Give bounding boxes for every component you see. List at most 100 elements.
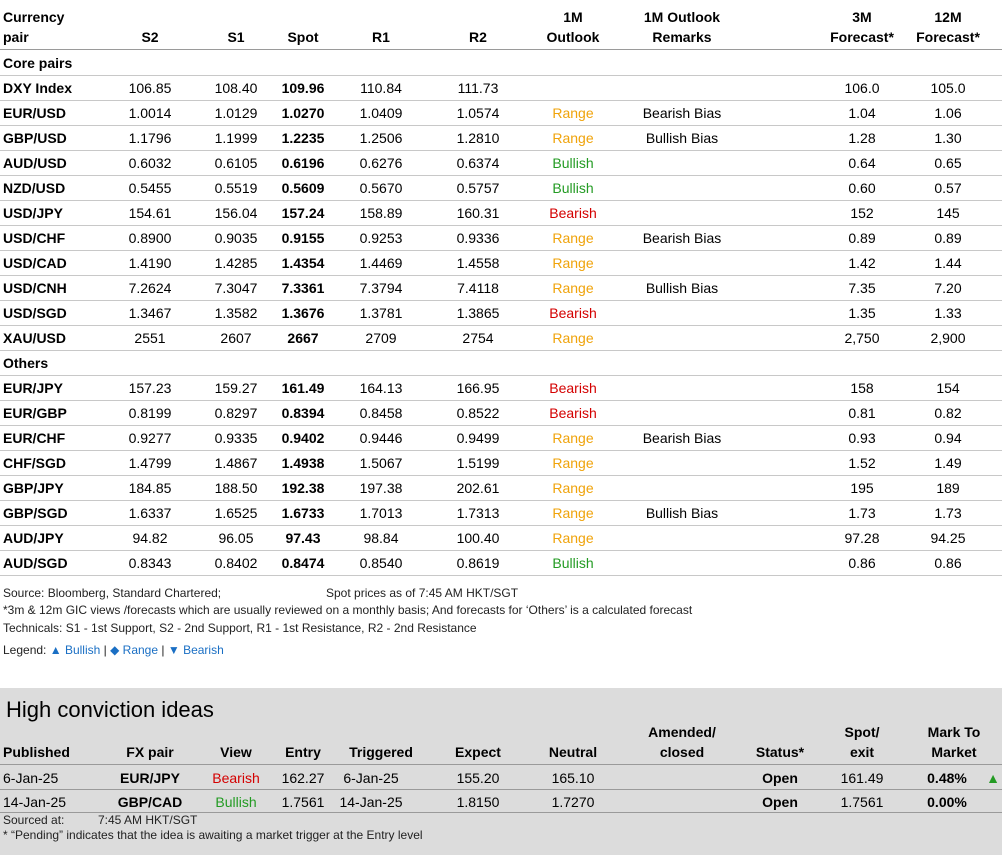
- col-header-12m-line1: 12M: [934, 9, 962, 25]
- hc-header-spot-exit: Spot/ exit: [844, 724, 880, 760]
- s1-cell: 0.6105: [214, 155, 258, 171]
- forecast-12m-cell: 1.44: [934, 255, 962, 271]
- section-title: Others: [3, 355, 49, 371]
- high-conviction-panel: High conviction ideas Published FX pair …: [0, 688, 1002, 855]
- r2-cell: 0.8522: [456, 405, 500, 421]
- hc-neutral-cell: 1.7270: [551, 794, 595, 810]
- r2-cell: 1.7313: [456, 505, 500, 521]
- hc-header-neutral: Neutral: [548, 744, 598, 760]
- r2-cell: 0.9336: [456, 230, 500, 246]
- spot-cell: 2667: [287, 330, 319, 346]
- table-row: USD/CNH 7.2624 7.3047 7.3361 7.3794 7.4118 Ran…: [0, 276, 1002, 301]
- table-row: GBP/SGD 1.6337 1.6525 1.6733 1.7013 1.7313 Ran…: [0, 501, 1002, 526]
- legend-separator: |: [103, 643, 107, 657]
- col-header-remarks-line1: 1M Outlook: [643, 9, 721, 25]
- pair-cell: AUD/SGD: [3, 555, 68, 571]
- spot-cell: 0.6196: [281, 155, 325, 171]
- col-header-spot: Spot: [287, 29, 319, 45]
- r1-cell: 0.9446: [359, 430, 403, 446]
- spot-cell: 157.24: [281, 205, 325, 221]
- hc-entry-cell: 1.7561: [281, 794, 325, 810]
- outlook-cell: Range: [552, 255, 594, 271]
- hc-spot-cell: 161.49: [840, 770, 884, 786]
- pair-cell: GBP/SGD: [3, 505, 68, 521]
- outlook-cell: [533, 76, 613, 101]
- col-header-pair: Currency pair: [3, 7, 64, 47]
- s2-cell: 0.8199: [128, 405, 172, 421]
- hc-view-cell: Bullish: [215, 794, 257, 810]
- forecast-12m-cell: 1.06: [934, 105, 962, 121]
- r1-cell: 1.4469: [359, 255, 403, 271]
- outlook-cell: Bullish: [552, 180, 594, 196]
- outlook-cell: Range: [552, 455, 594, 471]
- hc-mtm-cell: 0.48%: [927, 770, 967, 786]
- s1-cell: 0.9035: [214, 230, 258, 246]
- col-header-pair-line1: Currency: [3, 9, 65, 25]
- col-header-3m-line2: Forecast*: [830, 29, 894, 45]
- remarks-cell: [620, 76, 744, 101]
- forecast-12m-cell: 105.0: [930, 80, 966, 96]
- s1-cell: 1.0129: [214, 105, 258, 121]
- hc-header-status: Status*: [755, 744, 805, 760]
- r2-cell: 0.5757: [456, 180, 500, 196]
- forecast-12m-cell: 0.89: [934, 230, 962, 246]
- table-row: NZD/USD 0.5455 0.5519 0.5609 0.5670 0.5757 Bul…: [0, 176, 1002, 201]
- spot-cell: 1.3676: [281, 305, 325, 321]
- s1-cell: 108.40: [214, 80, 258, 96]
- forecast-12m-cell: 189: [936, 480, 960, 496]
- forecast-12m-cell: 1.30: [934, 130, 962, 146]
- s1-cell: 1.3582: [214, 305, 258, 321]
- section-header: Core pairs: [0, 51, 1002, 76]
- section-title: Core pairs: [3, 55, 73, 71]
- col-header-12m-line2: Forecast*: [916, 29, 980, 45]
- r1-cell: 1.3781: [359, 305, 403, 321]
- table-row: EUR/JPY 157.23 159.27 161.49 164.13 166.95 Bea…: [0, 376, 1002, 401]
- spot-cell: 7.3361: [281, 280, 325, 296]
- s2-cell: 1.3467: [128, 305, 172, 321]
- forecast-12m-cell: 1.49: [934, 455, 962, 471]
- hc-triggered-cell: 14-Jan-25: [339, 794, 403, 810]
- legend-label: Legend:: [3, 643, 47, 657]
- outlook-cell: Range: [552, 430, 594, 446]
- forecast-12m-cell: 154: [936, 380, 960, 396]
- s2-cell: 0.9277: [128, 430, 172, 446]
- forecast-3m-cell: 1.35: [848, 305, 876, 321]
- r1-cell: 0.8458: [359, 405, 403, 421]
- r1-cell: 0.8540: [359, 555, 403, 571]
- legend-separator: |: [161, 643, 165, 657]
- table-row: USD/CHF 0.8900 0.9035 0.9155 0.9253 0.9336 Ran…: [0, 226, 1002, 251]
- s1-cell: 7.3047: [214, 280, 258, 296]
- col-header-remarks: 1M Outlook Remarks: [620, 7, 744, 47]
- forecast-3m-cell: 2,750: [844, 330, 880, 346]
- pair-cell: AUD/JPY: [3, 530, 64, 546]
- r1-cell: 98.84: [363, 530, 399, 546]
- spot-cell: 0.8474: [281, 555, 325, 571]
- table-row: XAU/USD 2551 2607 2667 2709 2754 Range 2,750 2,9…: [0, 326, 1002, 351]
- pair-cell: GBP/USD: [3, 130, 67, 146]
- legend: Legend: ▲ Bullish | ◆ Range | ▼ Bearish: [3, 642, 224, 659]
- header-divider: [0, 49, 1002, 50]
- s2-cell: 2551: [134, 330, 166, 346]
- hc-table-row: 6-Jan-25 EUR/JPY Bearish 162.27 6-Jan-25 155.…: [0, 766, 1002, 790]
- pair-cell: XAU/USD: [3, 330, 67, 346]
- s1-cell: 2607: [220, 330, 252, 346]
- hc-status-cell: Open: [762, 794, 798, 810]
- outlook-cell: Range: [552, 105, 594, 121]
- forecast-12m-cell: 1.73: [934, 505, 962, 521]
- table-row: USD/JPY 154.61 156.04 157.24 158.89 160.31 Bea…: [0, 201, 1002, 226]
- remarks-cell: [620, 251, 744, 276]
- r2-cell: 1.3865: [456, 305, 500, 321]
- source-text: Source: Bloomberg, Standard Chartered;: [3, 586, 222, 600]
- table-row: AUD/SGD 0.8343 0.8402 0.8474 0.8540 0.8619 Bul…: [0, 551, 1002, 576]
- forecast-12m-cell: 2,900: [930, 330, 966, 346]
- technicals-note: Technicals: S1 - 1st Support, S2 - 2nd S…: [3, 621, 477, 635]
- remarks-cell: [620, 176, 744, 201]
- remarks-cell: Bearish Bias: [642, 430, 722, 446]
- col-header-s1: S1: [227, 29, 245, 45]
- hc-bottom-divider: [0, 812, 1002, 813]
- s2-cell: 184.85: [128, 480, 172, 496]
- remarks-cell: Bullish Bias: [645, 130, 719, 146]
- s2-cell: 1.0014: [128, 105, 172, 121]
- remarks-cell: [620, 401, 744, 426]
- col-header-r1: R1: [372, 29, 390, 45]
